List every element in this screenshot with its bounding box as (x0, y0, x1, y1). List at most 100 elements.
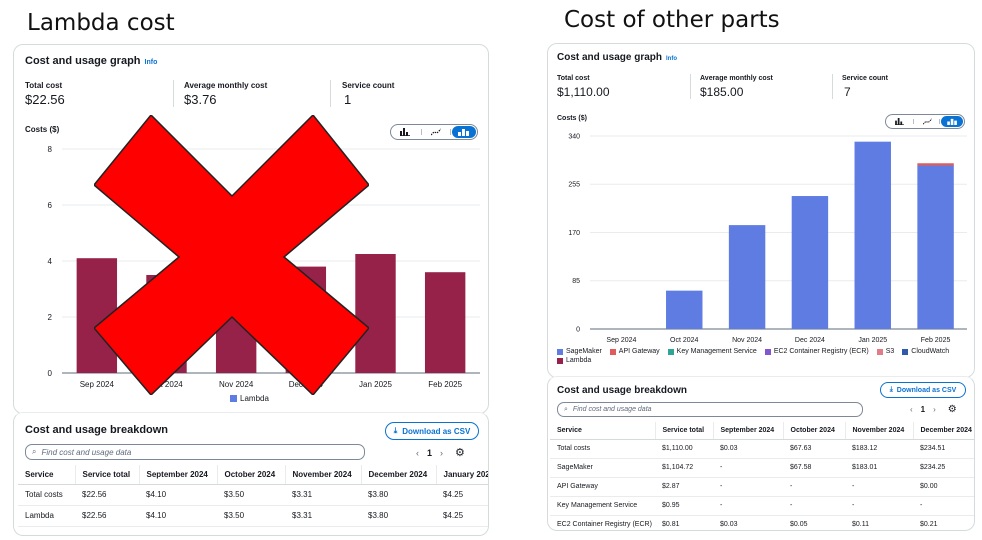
left-total-cost-value: $22.56 (25, 92, 65, 107)
right-avg-cost-value: $185.00 (700, 85, 744, 99)
right-stat-divider-2 (832, 74, 833, 99)
left-breakdown-title: Cost and usage breakdown (25, 424, 169, 436)
table-cell: API Gateway (550, 477, 655, 497)
search-icon: ⌕ (32, 447, 37, 456)
line-chart-icon[interactable] (424, 126, 448, 138)
table-cell: $3.80 (361, 505, 436, 527)
column-header[interactable]: Service (550, 422, 656, 440)
red-x-shape (94, 115, 369, 395)
left-total-cost-label: Total cost (25, 81, 63, 90)
right-y-axis-label: Costs ($) (557, 115, 587, 122)
left-avg-cost-value: $3.76 (184, 92, 217, 107)
bar-chart-icon[interactable] (888, 116, 910, 127)
right-total-cost-label: Total cost (557, 75, 590, 82)
page-number[interactable]: 1 (427, 447, 433, 458)
stacked-bar-chart-icon[interactable] (452, 126, 476, 138)
right-breakdown-panel: Cost and usage breakdown ⤓ Download as CS… (547, 376, 975, 531)
right-search-input[interactable]: ⌕ Find cost and usage data (557, 402, 863, 417)
column-header[interactable]: October 2024 (217, 465, 286, 485)
column-header[interactable]: November 2024 (845, 422, 914, 440)
column-header[interactable]: January 2025 (436, 465, 488, 485)
page-number[interactable]: 1 (920, 405, 926, 414)
table-row: EC2 Container Registry (ECR) $0.81 $0.03… (550, 515, 974, 530)
table-cell: $0.00 (913, 477, 974, 497)
legend-item-ecr[interactable]: EC2 Container Registry (ECR) (764, 348, 869, 355)
left-stat-divider-2 (330, 80, 331, 107)
bar-sagemaker (917, 165, 954, 329)
left-search-input[interactable]: ⌕ Find cost and usage data (25, 444, 365, 460)
column-header[interactable]: September 2024 (139, 465, 218, 485)
right-breakdown-title: Cost and usage breakdown (557, 385, 688, 396)
settings-gear-icon[interactable]: ⚙ (947, 404, 957, 415)
right-info-link[interactable]: Info (666, 56, 678, 62)
legend-swatch (764, 348, 771, 355)
stacked-bar-chart-icon[interactable] (941, 116, 963, 127)
table-cell: $4.10 (139, 484, 217, 506)
legend-swatch (609, 348, 616, 355)
legend-item-lambda[interactable]: Lambda (230, 394, 269, 403)
bar-lambda (424, 272, 466, 373)
x-tick-label: Feb 2025 (428, 380, 462, 389)
table-cell: $1,110.00 (655, 439, 713, 459)
column-header[interactable]: Service total (75, 465, 140, 485)
x-tick-label: Oct 2024 (670, 337, 699, 344)
legend-item-kms[interactable]: Key Management Service (667, 348, 757, 355)
legend-item-sagemaker[interactable]: SageMaker (557, 348, 602, 355)
table-cell: $0.11 (845, 515, 913, 530)
table-cell: Total costs (550, 439, 655, 459)
column-header[interactable]: December 2024 (913, 422, 974, 440)
y-tick-label: 2 (48, 313, 53, 322)
table-cell: $1,104.72 (655, 458, 713, 478)
column-header[interactable]: September 2024 (713, 422, 784, 440)
y-tick-label: 0 (48, 369, 53, 378)
table-cell: $0.03 (713, 439, 783, 459)
column-header[interactable]: Service total (655, 422, 714, 440)
settings-gear-icon[interactable]: ⚙ (455, 447, 465, 459)
table-cell: $234.25 (913, 458, 974, 478)
table-cell: Lambda (18, 505, 75, 527)
left-download-csv-button[interactable]: ⤓ Download as CSV (385, 422, 479, 440)
table-row: Lambda $22.56 $4.10 $3.50 $3.31 $3.80 $4… (18, 505, 488, 527)
column-header[interactable]: December 2024 (361, 465, 437, 485)
legend-item-cloudwatch[interactable]: CloudWatch (902, 348, 949, 355)
toggle-separator (421, 129, 422, 135)
column-header[interactable]: October 2024 (783, 422, 846, 440)
legend-item-api-gateway[interactable]: API Gateway (609, 348, 660, 355)
search-icon: ⌕ (564, 405, 568, 413)
bar-chart-icon[interactable] (393, 126, 417, 138)
right-pagination: ‹ 1 › ⚙ (910, 404, 957, 415)
table-row: Total costs $22.56 $4.10 $3.50 $3.31 $3.… (18, 484, 488, 506)
legend-item-lambda[interactable]: Lambda (557, 357, 591, 364)
x-tick-label: Dec 2024 (795, 337, 825, 344)
download-icon: ⤓ (889, 386, 893, 393)
prev-page-icon[interactable]: ‹ (416, 447, 419, 458)
column-header[interactable]: Service (18, 465, 76, 485)
x-tick-label: Jan 2025 (359, 380, 392, 389)
table-cell: $4.25 (436, 505, 488, 527)
y-tick-label: 0 (576, 326, 580, 333)
table-row: Key Management Service $0.95 - - - - (550, 496, 974, 516)
line-chart-icon[interactable] (916, 116, 938, 127)
right-download-csv-button[interactable]: ⤓ Download as CSV (880, 382, 966, 398)
y-tick-label: 4 (48, 257, 53, 266)
y-tick-label: 8 (48, 145, 53, 154)
left-chart-type-toggle (390, 124, 478, 140)
toggle-separator (913, 118, 914, 125)
right-caption: Cost of other parts (564, 7, 780, 33)
next-page-icon[interactable]: › (440, 447, 444, 458)
table-cell: - (713, 458, 783, 478)
left-caption: Lambda cost (27, 10, 175, 36)
right-service-count-label: Service count (842, 75, 888, 82)
bar-api-gateway (917, 163, 954, 166)
bar-sagemaker (791, 196, 829, 329)
x-tick-label: Sep 2024 (80, 380, 115, 389)
table-cell: $183.12 (845, 439, 913, 459)
column-header[interactable]: November 2024 (285, 465, 362, 485)
x-tick-label: Oct 2024 (150, 380, 183, 389)
legend-item-s3[interactable]: S3 (876, 348, 894, 355)
prev-page-icon[interactable]: ‹ (910, 405, 913, 414)
table-cell: SageMaker (550, 458, 655, 478)
next-page-icon[interactable]: › (933, 405, 936, 414)
right-graph-panel: Cost and usage graph Info Total cost $1,1… (547, 43, 975, 378)
left-info-link[interactable]: Info (144, 59, 158, 66)
